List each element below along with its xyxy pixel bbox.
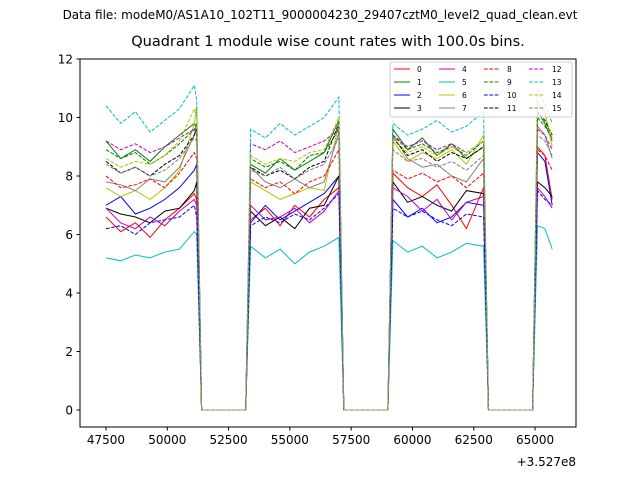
legend-label-4: 4 xyxy=(462,65,467,74)
legend-label-9: 9 xyxy=(507,78,512,87)
x-tick-label: 50000 xyxy=(148,433,186,447)
legend-box xyxy=(389,61,573,118)
x-offset-label: +3.527e8 xyxy=(517,455,576,469)
x-tick-label: 60000 xyxy=(393,433,431,447)
x-axis: 47500 50000 52500 55000 57500 60000 62500 65000 xyxy=(87,427,554,447)
suptitle: Data file: modeM0/AS1A10_102T11_90000042… xyxy=(62,8,578,22)
legend-label-13: 13 xyxy=(552,78,562,87)
legend-label-3: 3 xyxy=(417,104,422,113)
y-tick-label: 2 xyxy=(65,345,73,359)
y-tick-label: 10 xyxy=(58,111,73,125)
x-tick-label: 52500 xyxy=(209,433,247,447)
series-line-15 xyxy=(105,134,553,411)
suptitle-wrap: Data file: modeM0/AS1A10_102T11_90000042… xyxy=(0,8,640,22)
series-line-8 xyxy=(105,147,553,411)
y-tick-label: 12 xyxy=(58,53,73,67)
legend-label-11: 11 xyxy=(507,104,517,113)
chart-title: Quadrant 1 module wise count rates with … xyxy=(131,34,525,50)
x-tick-label: 47500 xyxy=(87,433,125,447)
title-wrap: Quadrant 1 module wise count rates with … xyxy=(0,34,640,50)
series-line-10 xyxy=(105,189,553,411)
x-tick-label: 62500 xyxy=(455,433,493,447)
legend-label-15: 15 xyxy=(552,104,562,113)
x-tick-label: 65000 xyxy=(516,433,554,447)
y-tick-label: 8 xyxy=(65,170,73,184)
y-tick-label: 4 xyxy=(65,287,73,301)
legend-label-6: 6 xyxy=(462,91,467,100)
y-tick-label: 0 xyxy=(65,404,73,418)
series-lines xyxy=(105,83,553,411)
series-line-6 xyxy=(105,101,553,411)
series-line-12 xyxy=(105,128,553,411)
series-line-14 xyxy=(105,104,553,411)
series-line-9 xyxy=(105,116,553,411)
series-line-5 xyxy=(105,224,553,411)
legend-label-1: 1 xyxy=(417,78,422,87)
legend-label-8: 8 xyxy=(507,65,512,74)
legend-label-5: 5 xyxy=(462,78,467,87)
legend-label-12: 12 xyxy=(552,65,562,74)
y-tick-label: 6 xyxy=(65,228,73,242)
legend-label-10: 10 xyxy=(507,91,517,100)
legend-label-0: 0 xyxy=(417,65,422,74)
plot-frame xyxy=(79,58,577,428)
legend-label-2: 2 xyxy=(417,91,422,100)
x-tick-label: 55000 xyxy=(271,433,309,447)
legend-label-14: 14 xyxy=(552,91,562,100)
x-tick-label: 57500 xyxy=(332,433,370,447)
y-axis: 0 2 4 6 8 10 12 xyxy=(58,53,80,418)
legend-label-7: 7 xyxy=(462,104,467,113)
